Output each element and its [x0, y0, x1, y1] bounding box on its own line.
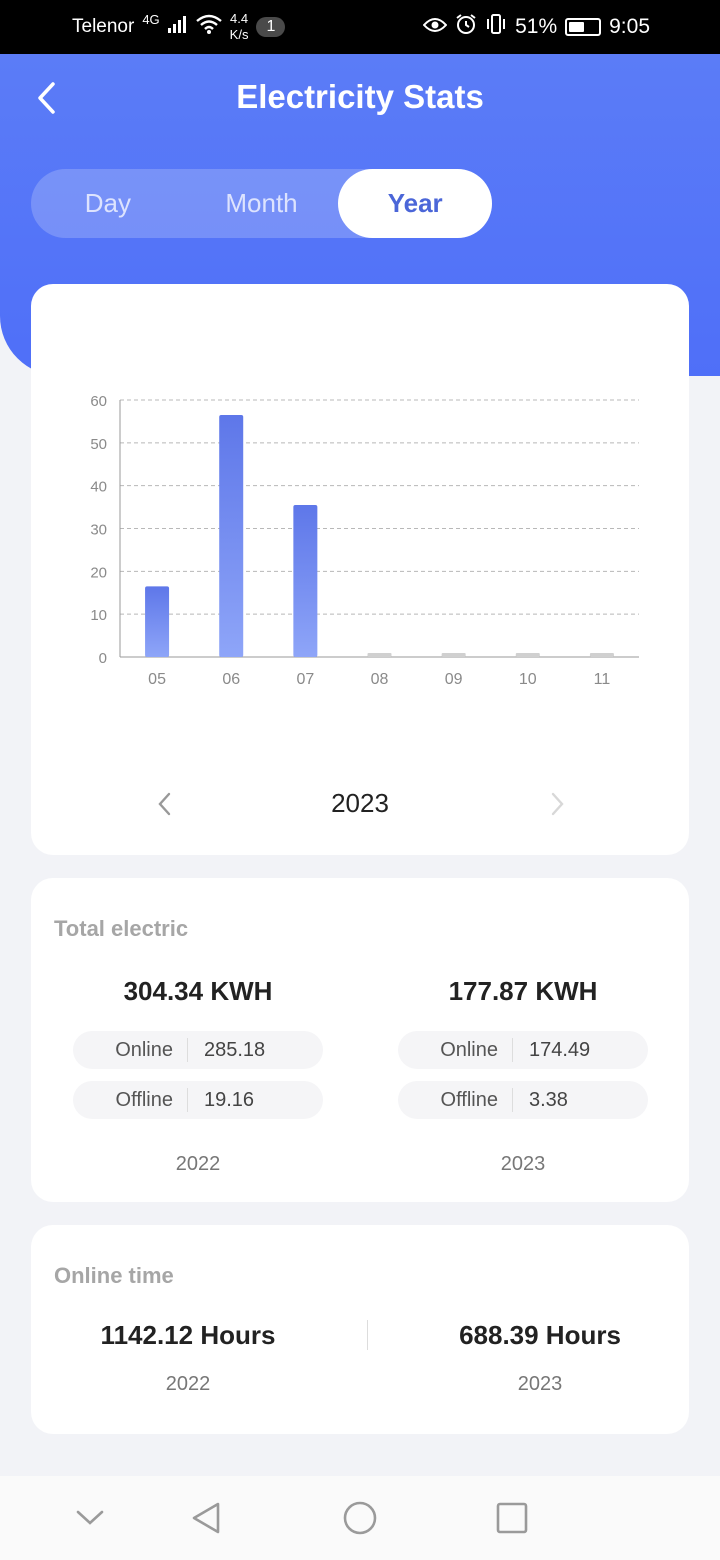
- offline-pill: Offline 19.16: [73, 1081, 323, 1119]
- hide-nav-button[interactable]: [70, 1498, 110, 1538]
- offline-label: Offline: [398, 1088, 513, 1112]
- recents-nav-button[interactable]: [492, 1498, 532, 1538]
- speed-value: 4.4: [230, 11, 249, 26]
- x-tick-label: 09: [445, 671, 463, 688]
- bar-09[interactable]: [441, 653, 466, 657]
- network-type: 4G: [142, 12, 160, 27]
- offline-value: 3.38: [529, 1088, 568, 1111]
- square-recents-icon: [496, 1502, 528, 1534]
- y-tick-label: 50: [90, 436, 107, 453]
- chevron-down-icon: [76, 1510, 104, 1525]
- speed-unit: K/s: [229, 27, 249, 42]
- carrier-name: Telenor: [72, 16, 135, 37]
- bar-chart: 0 10 20 30 40 50 60 05 06 07 08 09 10 11: [90, 393, 639, 688]
- notification-badge: 1: [256, 17, 286, 37]
- x-tick-label: 05: [148, 671, 166, 688]
- page-title: Electricity Stats: [236, 78, 484, 115]
- back-nav-button[interactable]: [186, 1498, 226, 1538]
- chevron-left-icon: [158, 792, 171, 816]
- x-tick-label: 10: [519, 671, 537, 688]
- back-button[interactable]: [26, 76, 66, 120]
- offline-label: Offline: [73, 1088, 188, 1112]
- home-nav-button[interactable]: [340, 1498, 380, 1538]
- column-year: 2023: [517, 1373, 563, 1395]
- chevron-right-icon: [551, 792, 564, 816]
- online-pill: Online 174.49: [398, 1031, 648, 1069]
- eye-icon: [422, 15, 448, 39]
- online-value: 174.49: [529, 1038, 591, 1061]
- x-tick-label: 07: [296, 671, 314, 688]
- circle-home-icon: [343, 1501, 377, 1535]
- battery-icon: [565, 18, 602, 36]
- year-navigator: 2023: [31, 784, 689, 824]
- period-tabs: Day Month Year: [31, 169, 493, 238]
- network-speed: 4.4 K/s: [230, 11, 249, 43]
- selected-year: 2023: [331, 788, 389, 818]
- chevron-left-icon: [38, 82, 55, 114]
- online-time-card: Online time 1142.12 Hours 2022 688.39 Ho…: [31, 1225, 689, 1434]
- online-time-2022: 1142.12 Hours 2022: [38, 1320, 338, 1396]
- section-title: Total electric: [54, 916, 189, 941]
- bar-11[interactable]: [589, 653, 614, 657]
- bar-10[interactable]: [515, 653, 540, 657]
- section-title: Online time: [54, 1263, 174, 1288]
- x-tick-label: 06: [222, 671, 240, 688]
- y-tick-label: 40: [90, 479, 107, 496]
- total-electric-card: Total electric 304.34 KWH Online 285.18 …: [31, 878, 689, 1202]
- column-year: 2023: [500, 1153, 546, 1175]
- system-nav-bar: [0, 1476, 720, 1560]
- wifi-icon: [195, 14, 222, 40]
- y-tick-label: 30: [90, 522, 107, 539]
- signal-icon: [167, 15, 188, 39]
- bar-07[interactable]: [293, 504, 318, 657]
- next-year-button[interactable]: [543, 788, 573, 820]
- online-value: 285.18: [204, 1038, 266, 1061]
- offline-value: 19.16: [204, 1088, 255, 1111]
- chart-card: 0 10 20 30 40 50 60 05 06 07 08 09 10 11 2023: [31, 284, 689, 855]
- tab-year[interactable]: Year: [338, 169, 493, 238]
- online-hours: 1142.12 Hours: [100, 1320, 276, 1350]
- y-tick-label: 20: [90, 564, 107, 581]
- online-label: Online: [398, 1038, 513, 1062]
- x-tick-label: 08: [371, 671, 389, 688]
- bar-05[interactable]: [145, 586, 170, 657]
- total-column-2022: 304.34 KWH Online 285.18 Offline 19.16 2…: [73, 976, 323, 1176]
- column-year: 2022: [175, 1153, 221, 1175]
- x-tick-label: 11: [594, 671, 611, 688]
- bar-08[interactable]: [367, 653, 392, 657]
- y-tick-label: 10: [90, 607, 107, 624]
- vibrate-icon: [485, 14, 507, 40]
- online-label: Online: [73, 1038, 188, 1062]
- tab-month[interactable]: Month: [225, 188, 298, 218]
- alarm-icon: [455, 13, 477, 41]
- total-kwh: 177.87 KWH: [448, 976, 598, 1006]
- y-tick-label: 60: [90, 393, 107, 410]
- online-pill: Online 285.18: [73, 1031, 323, 1069]
- total-column-2023: 177.87 KWH Online 174.49 Offline 3.38 20…: [398, 976, 648, 1176]
- column-divider: [367, 1320, 368, 1350]
- battery-percent: 51%: [515, 15, 558, 38]
- triangle-back-icon: [192, 1502, 220, 1534]
- column-year: 2022: [165, 1373, 211, 1395]
- offline-pill: Offline 3.38: [398, 1081, 648, 1119]
- tab-day[interactable]: Day: [84, 188, 131, 218]
- previous-year-button[interactable]: [149, 788, 179, 820]
- online-time-2023: 688.39 Hours 2023: [390, 1320, 690, 1396]
- online-hours: 688.39 Hours: [459, 1320, 621, 1350]
- clock-time: 9:05: [609, 15, 650, 38]
- y-tick-label: 0: [99, 650, 107, 667]
- bar-06[interactable]: [219, 414, 244, 657]
- total-kwh: 304.34 KWH: [123, 976, 273, 1006]
- status-bar: Telenor 4G 4.4 K/s 1 51% 9:05: [0, 0, 720, 54]
